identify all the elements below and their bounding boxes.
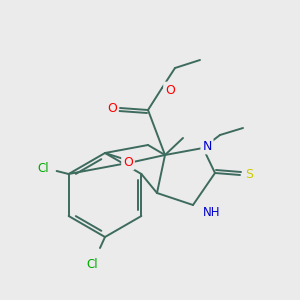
Text: S: S xyxy=(245,169,253,182)
Text: NH: NH xyxy=(203,206,220,220)
Text: N: N xyxy=(202,140,212,152)
Text: O: O xyxy=(165,83,175,97)
Text: O: O xyxy=(123,155,133,169)
Text: O: O xyxy=(107,103,117,116)
Text: Cl: Cl xyxy=(86,259,98,272)
Text: Cl: Cl xyxy=(38,163,50,176)
